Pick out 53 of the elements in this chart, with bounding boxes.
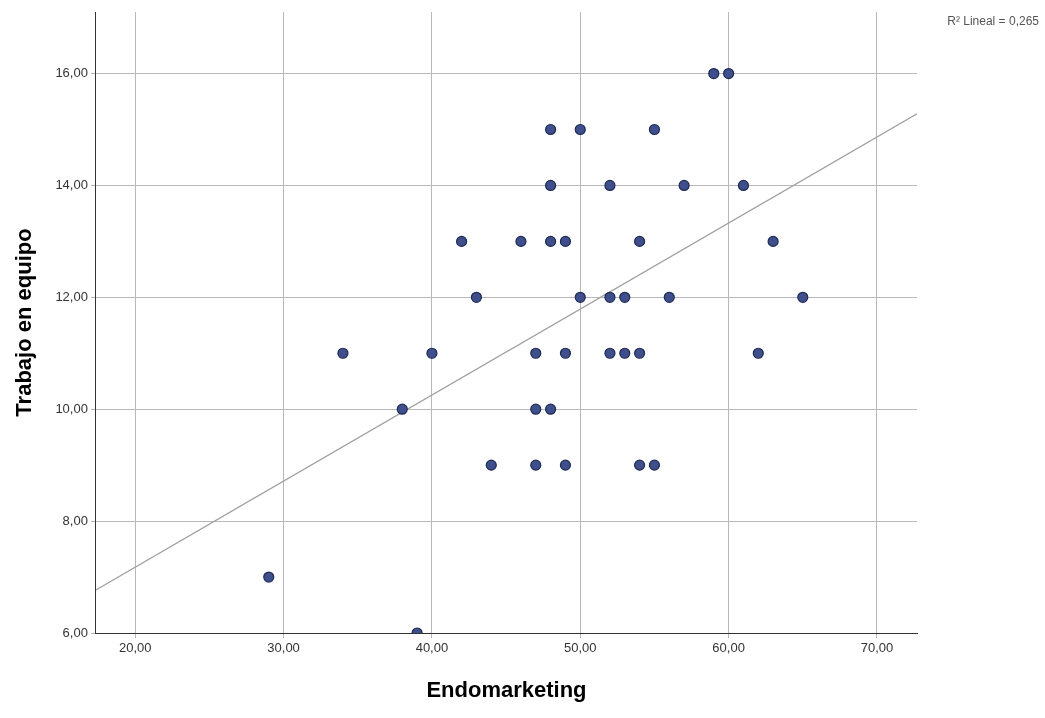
point — [737, 179, 750, 192]
point — [574, 291, 586, 303]
point — [530, 347, 542, 359]
point — [648, 459, 661, 471]
point — [559, 347, 572, 359]
point — [515, 235, 527, 247]
point — [708, 67, 720, 80]
x-tick-label: 40,00 — [415, 640, 449, 656]
point — [530, 459, 542, 471]
y-tick-label: 10,00 — [55, 400, 88, 416]
point — [767, 235, 779, 247]
point — [455, 235, 468, 247]
point — [545, 403, 557, 415]
point — [337, 347, 349, 359]
y-tick-label: 14,00 — [55, 177, 88, 193]
point — [604, 291, 616, 303]
point — [545, 235, 557, 247]
y-tick-label: 16,00 — [55, 65, 88, 81]
point — [797, 291, 809, 303]
point — [263, 571, 275, 583]
x-tick-label: 20,00 — [118, 640, 152, 656]
y-tick-label: 6,00 — [62, 624, 88, 640]
point — [634, 347, 646, 359]
point — [634, 235, 646, 247]
y-tick-label: 8,00 — [62, 512, 88, 528]
point — [470, 291, 483, 303]
x-tick-label: 30,00 — [267, 640, 300, 656]
point — [723, 67, 735, 80]
point — [545, 179, 557, 192]
point — [678, 179, 690, 192]
point — [559, 235, 572, 247]
x-axis-title: Endomarketing — [426, 676, 587, 702]
point — [604, 179, 616, 192]
point — [545, 123, 557, 136]
point — [619, 291, 631, 303]
x-tick-label: 60,00 — [712, 640, 745, 656]
text: R² Lineal = 0,265 — [947, 14, 1040, 29]
point — [604, 347, 616, 359]
point — [634, 459, 646, 471]
point — [559, 459, 572, 471]
point — [619, 347, 631, 359]
point — [574, 123, 586, 136]
point — [485, 459, 497, 471]
point — [396, 403, 408, 415]
x-tick-label: 50,00 — [563, 640, 597, 656]
point — [663, 291, 675, 303]
y-axis-title: Trabajo en equipo — [11, 228, 37, 417]
point — [752, 347, 764, 359]
x-tick-label: 70,00 — [860, 640, 894, 656]
point — [648, 123, 661, 136]
point — [530, 403, 542, 415]
point — [426, 347, 438, 359]
y-tick-label: 12,00 — [55, 288, 88, 304]
